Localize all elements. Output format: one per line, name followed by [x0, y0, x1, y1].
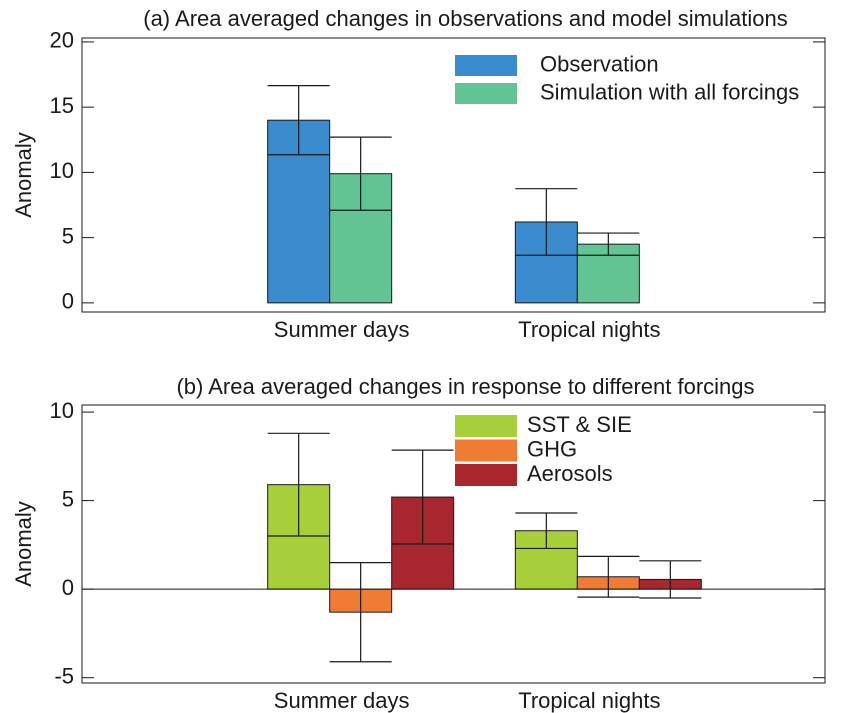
- error-bar: [577, 232, 640, 256]
- error-bar: [391, 449, 454, 545]
- legend-swatch: [455, 55, 517, 76]
- bar: [514, 221, 578, 304]
- error-bar: [329, 136, 392, 211]
- legend-label: Simulation with all forcings: [540, 79, 799, 104]
- y-tick-label: 10: [50, 398, 74, 423]
- error-bar: [515, 512, 578, 550]
- y-tick-label: 5: [62, 223, 74, 248]
- error-bar: [577, 555, 640, 598]
- y-axis-label: Anomaly: [11, 132, 36, 218]
- error-bar: [267, 432, 330, 537]
- legend-label: Observation: [540, 51, 659, 76]
- legend-swatch: [455, 415, 517, 437]
- chart-title: (a) Area averaged changes in observation…: [143, 6, 788, 31]
- y-tick-label: 15: [50, 93, 74, 118]
- y-axis-label: Anomaly: [11, 501, 36, 587]
- error-bar: [515, 188, 578, 256]
- plot-frame: [81, 37, 826, 313]
- y-tick-label: 0: [62, 575, 74, 600]
- bar: [514, 530, 578, 590]
- y-tick-label: 20: [50, 28, 74, 53]
- x-tick-label: Summer days: [274, 688, 410, 713]
- legend-label: Aerosols: [527, 461, 613, 486]
- y-tick-label: 0: [62, 289, 74, 314]
- legend-label: GHG: [527, 436, 577, 461]
- y-tick-label: 5: [62, 486, 74, 511]
- error-bar: [329, 561, 392, 663]
- chart-title: (b) Area averaged changes in response to…: [176, 374, 754, 399]
- error-bar: [639, 560, 702, 599]
- plot-frame: [81, 404, 826, 684]
- legend-swatch: [455, 439, 517, 462]
- x-tick-label: Tropical nights: [518, 688, 660, 713]
- y-tick-label: 10: [50, 158, 74, 183]
- x-tick-label: Tropical nights: [518, 317, 660, 342]
- legend-swatch: [455, 83, 517, 104]
- x-tick-label: Summer days: [274, 317, 410, 342]
- y-tick-label: -5: [54, 664, 74, 689]
- error-bar: [267, 85, 330, 156]
- legend-label: SST & SIE: [527, 412, 632, 437]
- legend-swatch: [455, 464, 517, 486]
